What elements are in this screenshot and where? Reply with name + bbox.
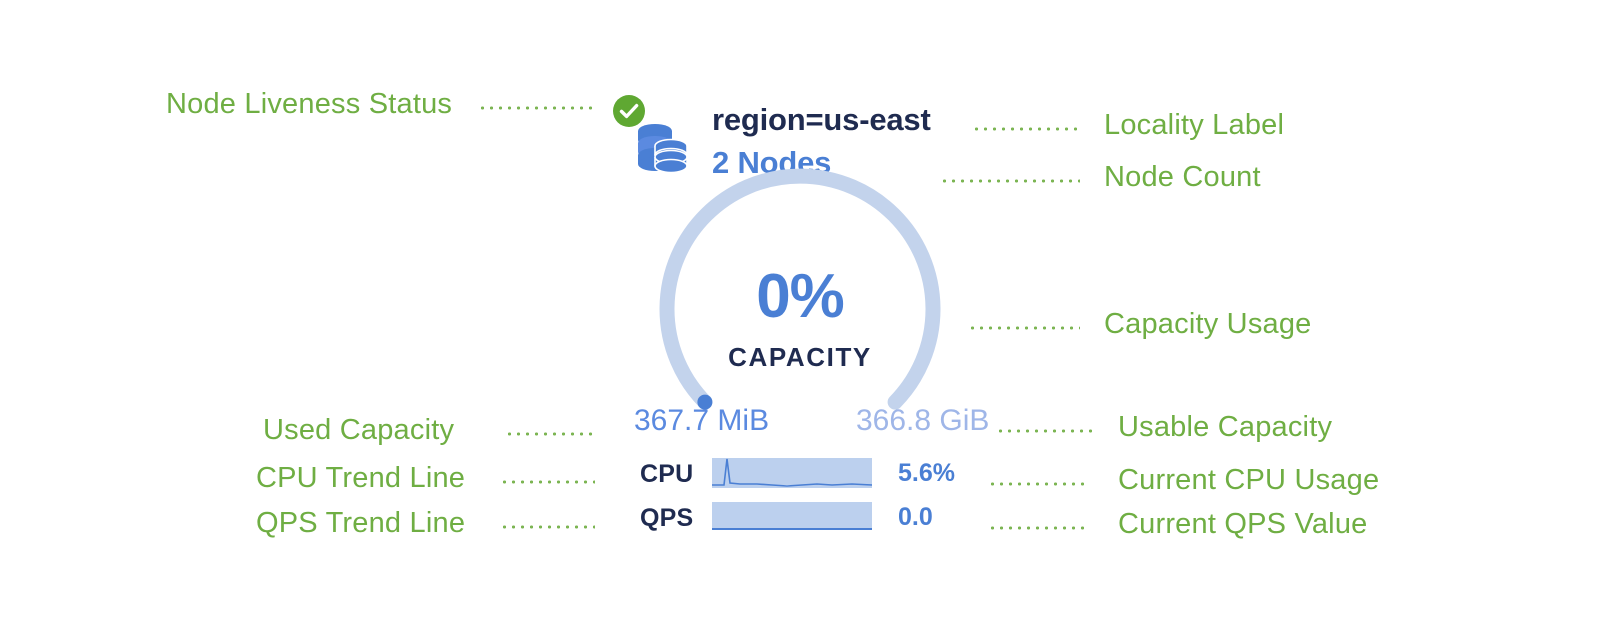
annotation-current-qps-value: Current QPS Value — [1118, 508, 1368, 540]
leader-qps-trend-line — [500, 525, 595, 529]
capacity-gauge[interactable]: 0% CAPACITY — [650, 168, 950, 410]
leader-cpu-trend-line — [500, 480, 595, 484]
leader-capacity-usage — [968, 326, 1080, 330]
cpu-current-value: 5.6% — [898, 459, 955, 487]
leader-current-qps-value — [988, 526, 1086, 530]
qps-current-value: 0.0 — [898, 503, 933, 531]
check-circle-icon[interactable] — [612, 94, 646, 128]
annotation-node-liveness-status: Node Liveness Status — [166, 88, 453, 120]
used-capacity-value: 367.7 MiB — [634, 404, 770, 437]
metric-label-cpu: CPU — [640, 460, 694, 488]
leader-current-cpu-usage — [988, 482, 1086, 486]
leader-usable-capacity — [996, 429, 1094, 433]
annotation-capacity-usage: Capacity Usage — [1104, 308, 1312, 340]
capacity-values-row: 367.7 MiB 366.8 GiB — [634, 404, 1012, 444]
leader-node-count — [940, 179, 1080, 183]
metric-label-qps: QPS — [640, 504, 694, 532]
annotation-locality-label: Locality Label — [1104, 109, 1285, 141]
gauge-track — [659, 168, 941, 410]
tile-header-text: region=us-east 2 Nodes — [712, 102, 931, 179]
node-locality-tile[interactable]: region=us-east 2 Nodes 0% CAPACITY 367.7… — [612, 86, 1012, 546]
locality-label: region=us-east — [712, 102, 931, 137]
metric-row-cpu: CPU 5.6% — [640, 456, 1012, 490]
annotation-cpu-trend-line: CPU Trend Line — [256, 462, 466, 494]
leader-node-liveness-status — [478, 106, 596, 110]
annotation-node-count: Node Count — [1104, 161, 1261, 193]
annotation-usable-capacity: Usable Capacity — [1118, 411, 1333, 443]
database-stack-icon — [631, 119, 693, 181]
usable-capacity-value: 366.8 GiB — [856, 404, 990, 437]
annotation-qps-trend-line: QPS Trend Line — [256, 507, 466, 539]
annotation-used-capacity: Used Capacity — [263, 414, 455, 446]
cpu-trend-sparkline — [712, 456, 872, 488]
leader-locality-label — [972, 127, 1080, 131]
annotation-current-cpu-usage: Current CPU Usage — [1118, 464, 1380, 496]
leader-used-capacity — [505, 432, 595, 436]
metric-row-qps: QPS 0.0 — [640, 500, 1012, 534]
qps-trend-sparkline — [712, 500, 872, 532]
